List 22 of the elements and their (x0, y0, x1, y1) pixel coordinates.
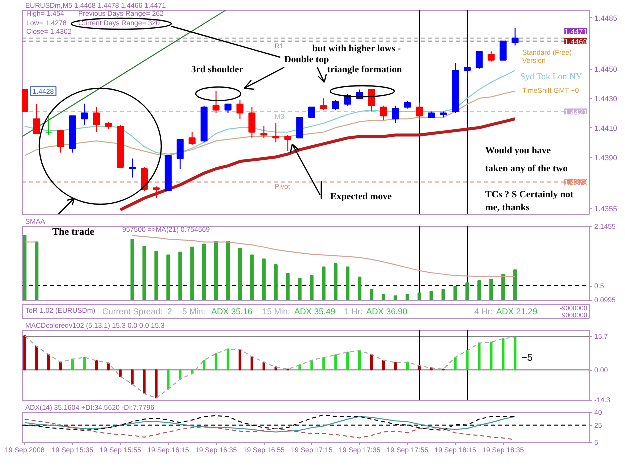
text: 15 Min: (262, 306, 290, 316)
text: 2 (168, 306, 172, 316)
annotation: but with higher lows - (312, 44, 402, 54)
annotation: −5 (522, 353, 534, 364)
text: 4 Hr: (474, 306, 493, 316)
text: Current Spread: (102, 306, 163, 316)
text: ADX 36.90 (366, 306, 408, 316)
text: ADX 21.29 (496, 306, 538, 316)
annotation: Double top (284, 56, 330, 66)
annotation: triangle formation (328, 66, 403, 76)
annotation: me, thanks (486, 204, 530, 214)
annotation: Syd Tok Lon NY (520, 72, 583, 82)
annotation: Expected move (330, 192, 392, 202)
annotation: taken any of the two (486, 164, 568, 174)
text: 5 Min: (182, 306, 206, 316)
text: 1 Hr: (344, 306, 363, 316)
text: ADX 35.49 (294, 306, 336, 316)
annotation: 3rd shoulder (192, 66, 244, 76)
annotation: Would you have (486, 146, 551, 156)
text: ADX 35.16 (212, 306, 253, 316)
annotation: The trade (52, 227, 95, 238)
annotation: TCs ? S Certainly not (486, 190, 574, 200)
